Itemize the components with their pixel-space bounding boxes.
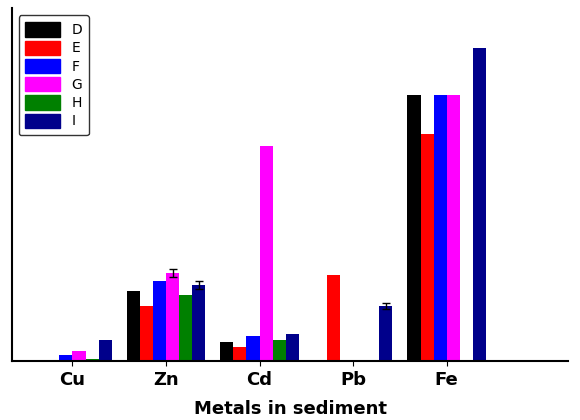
Bar xyxy=(286,334,299,361)
X-axis label: Metals in sediment: Metals in sediment xyxy=(194,400,386,418)
Bar xyxy=(179,294,192,361)
Bar xyxy=(379,306,393,361)
Bar xyxy=(434,94,447,361)
Bar xyxy=(192,285,205,361)
Bar xyxy=(99,340,112,361)
Bar xyxy=(407,94,420,361)
Bar xyxy=(166,273,179,361)
Bar xyxy=(327,275,340,361)
Bar xyxy=(220,341,233,361)
Bar xyxy=(447,94,460,361)
Bar xyxy=(85,359,99,361)
Bar xyxy=(273,340,286,361)
Bar xyxy=(72,352,85,361)
Bar xyxy=(153,281,166,361)
Bar xyxy=(260,146,273,361)
Bar xyxy=(233,347,246,361)
Bar xyxy=(59,355,72,361)
Bar xyxy=(246,336,260,361)
Legend: D, E, F, G, H, I: D, E, F, G, H, I xyxy=(19,16,89,135)
Bar xyxy=(140,306,153,361)
Bar xyxy=(473,47,486,361)
Bar xyxy=(420,134,434,361)
Bar xyxy=(126,291,140,361)
